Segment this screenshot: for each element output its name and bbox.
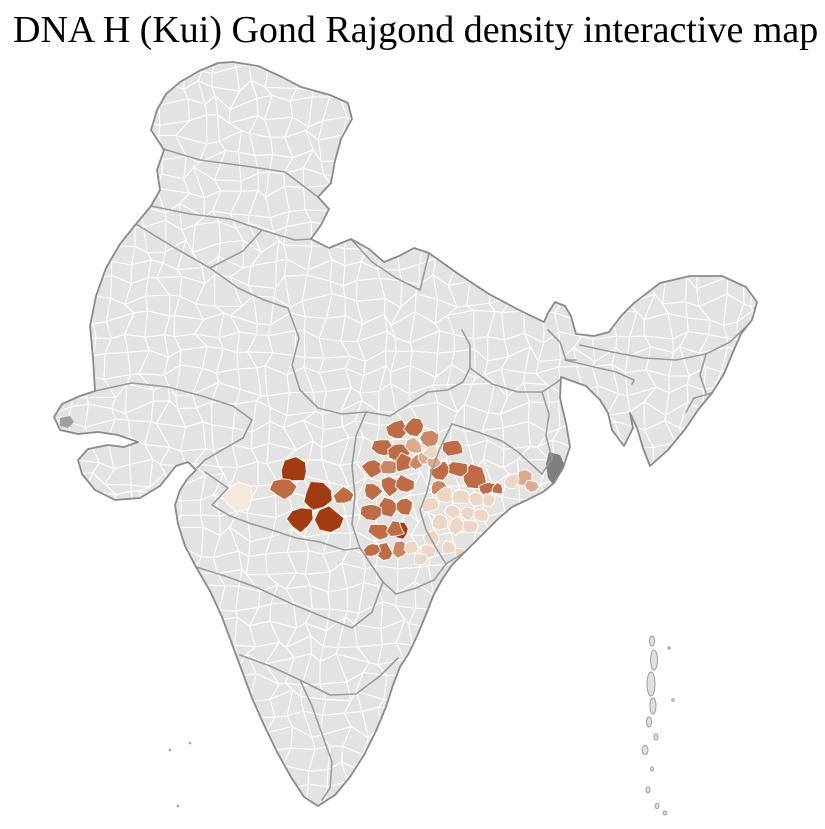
district-cell-level-1[interactable] <box>443 504 461 521</box>
district-cell-level-5[interactable] <box>285 507 314 534</box>
district-cell-level-4[interactable] <box>359 504 382 522</box>
district-cell-level-4[interactable] <box>370 439 393 457</box>
india-outline <box>53 61 758 807</box>
district-cell-level-5[interactable] <box>313 505 345 534</box>
district-cell-level-1[interactable] <box>403 540 420 555</box>
district-cell-level-1[interactable] <box>481 492 496 508</box>
district-cell-level-1[interactable] <box>432 513 449 531</box>
district-cell-level-1[interactable] <box>472 508 490 522</box>
district-cell-level-4[interactable] <box>394 473 415 493</box>
district-cell-level-4[interactable] <box>268 478 298 501</box>
kutch-islet <box>60 416 74 428</box>
district-cell-level-4[interactable] <box>360 459 386 479</box>
district-cell-level-1[interactable] <box>435 486 454 504</box>
district-cell-level-1[interactable] <box>460 506 477 522</box>
district-cell-level-4[interactable] <box>395 497 414 516</box>
district-cell-level-4[interactable] <box>402 417 425 438</box>
district-cell-level-1[interactable] <box>420 496 440 513</box>
district-cell-level-4[interactable] <box>377 541 394 562</box>
state-borders <box>94 147 749 801</box>
district-cell-level-1[interactable] <box>462 519 480 534</box>
district-cell-level-0[interactable] <box>221 481 253 512</box>
district-cell-level-4[interactable] <box>363 483 384 502</box>
district-cell-level-1[interactable] <box>413 553 429 566</box>
district-cell-level-4[interactable] <box>332 485 355 504</box>
page-title: DNA H (Kui) Gond Rajgond density interac… <box>13 9 819 51</box>
district-cell-level-1[interactable] <box>421 444 439 460</box>
district-cell-level-4[interactable] <box>385 520 406 538</box>
district-cell-level-1[interactable] <box>441 540 456 555</box>
district-cell-level-4[interactable] <box>385 418 407 439</box>
district-cell-level-5[interactable] <box>280 456 307 482</box>
district-cell-level-2[interactable] <box>523 479 540 494</box>
andaman-nicobar-islands <box>641 635 675 816</box>
district-cell-level-2[interactable] <box>404 436 423 454</box>
district-cell-level-4[interactable] <box>441 439 464 457</box>
district-cell-level-1[interactable] <box>503 472 520 490</box>
district-cell-level-1[interactable] <box>422 528 440 546</box>
district-cell-level-3[interactable] <box>379 460 397 475</box>
district-cell-level-4[interactable] <box>491 481 503 495</box>
district-cell-level-4[interactable] <box>377 496 398 518</box>
district-cell-level-5[interactable] <box>303 480 333 511</box>
lakshadweep-islands <box>168 741 192 808</box>
district-cell-level-4[interactable] <box>381 475 401 498</box>
district-cell-level-1[interactable] <box>451 489 471 505</box>
district-cell-level-1[interactable] <box>466 552 480 567</box>
